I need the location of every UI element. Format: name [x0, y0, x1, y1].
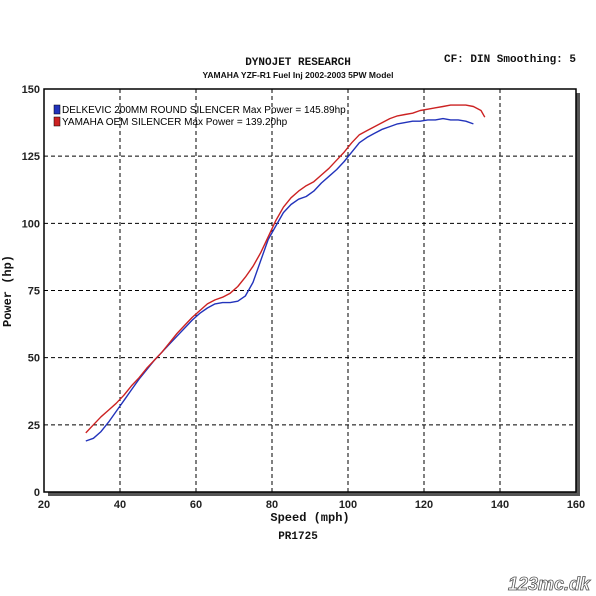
- y-tick-label: 150: [22, 84, 40, 96]
- x-tick-label: 120: [415, 499, 433, 511]
- series-line-2: [85, 104, 486, 434]
- x-tick-label: 80: [266, 499, 278, 511]
- y-axis-label: Power (hp): [1, 255, 15, 327]
- grid: [44, 89, 576, 492]
- legend-label-1: DELKEVIC 200MM ROUND SILENCER Max Power …: [62, 105, 346, 116]
- y-tick-label: 0: [34, 487, 40, 499]
- y-tick-label: 50: [28, 353, 40, 365]
- chart-title: DYNOJET RESEARCH: [245, 57, 351, 69]
- y-tick-label: 25: [28, 420, 40, 432]
- watermark-logo: 123mc.dk: [508, 574, 591, 594]
- x-tick-label: 60: [190, 499, 202, 511]
- legend-label-2: YAMAHA OEM SILENCER Max Power = 139.20hp: [62, 117, 288, 128]
- x-tick-label: 40: [114, 499, 126, 511]
- legend-swatch-2: [53, 116, 61, 127]
- y-tick-label: 75: [28, 286, 40, 298]
- x-tick-label: 20: [38, 499, 50, 511]
- legend: DELKEVIC 200MM ROUND SILENCER Max Power …: [53, 104, 346, 128]
- x-axis-label: Speed (mph): [270, 511, 349, 525]
- tick-labels: 20 40 60 80 100 120 140 160 0 25 50 75 100 125 150: [22, 84, 586, 511]
- x-tick-label: 140: [491, 499, 509, 511]
- run-id: PR1725: [278, 531, 318, 543]
- legend-swatch-1: [53, 104, 61, 115]
- series: [85, 104, 486, 442]
- chart-settings: CF: DIN Smoothing: 5: [444, 54, 576, 66]
- y-tick-label: 125: [22, 151, 40, 163]
- x-tick-label: 160: [567, 499, 585, 511]
- chart-subtitle: YAMAHA YZF-R1 Fuel Inj 2002-2003 5PW Mod…: [203, 70, 394, 80]
- x-tick-label: 100: [339, 499, 357, 511]
- y-tick-label: 100: [22, 218, 40, 230]
